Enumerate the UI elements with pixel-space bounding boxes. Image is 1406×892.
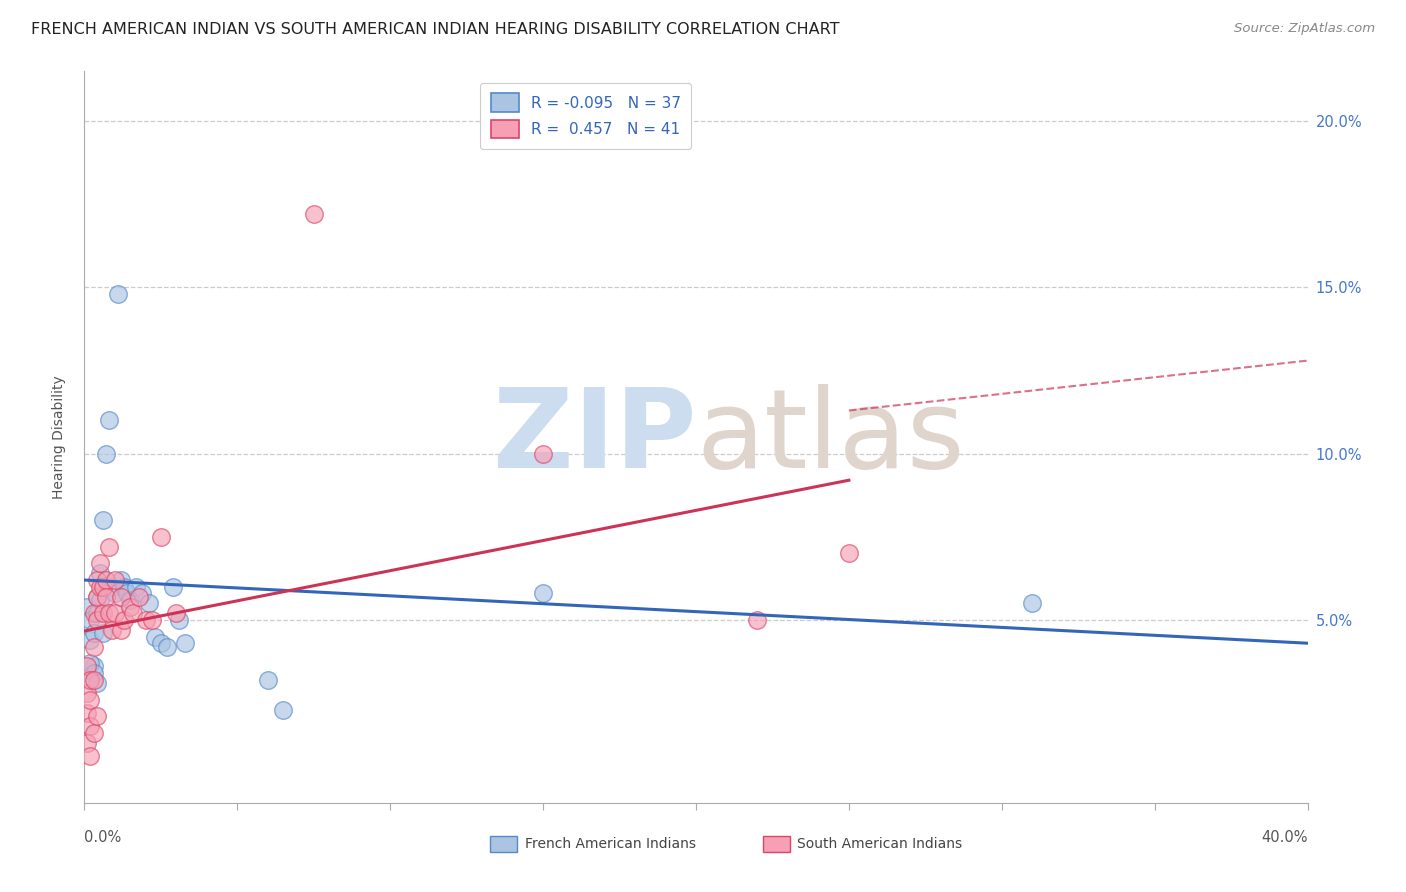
Point xyxy=(91,513,114,527)
Point xyxy=(115,586,138,600)
Point xyxy=(79,749,101,764)
Point xyxy=(149,530,172,544)
Point xyxy=(86,590,108,604)
Point xyxy=(131,586,153,600)
Point xyxy=(1021,596,1043,610)
Point xyxy=(86,590,108,604)
Point xyxy=(165,607,187,621)
Point xyxy=(83,726,105,740)
Point xyxy=(104,607,127,621)
Point xyxy=(110,623,132,637)
Text: ZIP: ZIP xyxy=(492,384,696,491)
Point xyxy=(89,566,111,581)
Point xyxy=(76,659,98,673)
Point xyxy=(86,709,108,723)
Point xyxy=(76,706,98,720)
Point xyxy=(83,607,105,621)
Point xyxy=(91,580,114,594)
Point xyxy=(97,607,120,621)
FancyBboxPatch shape xyxy=(491,836,517,852)
Point xyxy=(94,573,117,587)
Point xyxy=(110,573,132,587)
Point xyxy=(257,673,280,687)
Text: atlas: atlas xyxy=(696,384,965,491)
Point xyxy=(747,613,769,627)
Point xyxy=(83,626,105,640)
Point xyxy=(83,659,105,673)
Point xyxy=(76,736,98,750)
Point xyxy=(531,586,554,600)
Point xyxy=(531,447,554,461)
Point xyxy=(838,546,860,560)
Point xyxy=(91,607,114,621)
Point xyxy=(89,580,111,594)
Point xyxy=(83,673,105,687)
Point xyxy=(120,599,142,614)
Point xyxy=(174,636,197,650)
Point xyxy=(112,580,135,594)
Point xyxy=(79,632,101,647)
Point xyxy=(89,557,111,571)
Point xyxy=(107,287,129,301)
Point xyxy=(83,666,105,681)
Point xyxy=(271,703,294,717)
Point xyxy=(120,593,142,607)
Point xyxy=(125,580,148,594)
Point xyxy=(86,573,108,587)
Point xyxy=(97,540,120,554)
Point xyxy=(79,656,101,670)
Point xyxy=(112,613,135,627)
Point xyxy=(83,640,105,654)
Point xyxy=(143,630,166,644)
Point xyxy=(167,613,190,627)
Point xyxy=(156,640,179,654)
Point xyxy=(86,613,108,627)
Y-axis label: Hearing Disability: Hearing Disability xyxy=(52,376,66,499)
Point xyxy=(101,623,124,637)
Text: Source: ZipAtlas.com: Source: ZipAtlas.com xyxy=(1234,22,1375,36)
Point xyxy=(91,626,114,640)
Point xyxy=(86,607,108,621)
Text: FRENCH AMERICAN INDIAN VS SOUTH AMERICAN INDIAN HEARING DISABILITY CORRELATION C: FRENCH AMERICAN INDIAN VS SOUTH AMERICAN… xyxy=(31,22,839,37)
Text: 40.0%: 40.0% xyxy=(1261,830,1308,845)
Point xyxy=(138,596,160,610)
FancyBboxPatch shape xyxy=(763,836,790,852)
Point xyxy=(76,686,98,700)
Point xyxy=(79,673,101,687)
Point xyxy=(101,580,124,594)
Text: French American Indians: French American Indians xyxy=(524,837,696,851)
Point xyxy=(149,636,172,650)
Point xyxy=(79,719,101,733)
Point xyxy=(128,590,150,604)
Point xyxy=(94,590,117,604)
Point xyxy=(110,590,132,604)
Point xyxy=(89,593,111,607)
Point xyxy=(104,573,127,587)
Point xyxy=(79,692,101,706)
Point xyxy=(91,580,114,594)
Point xyxy=(122,607,145,621)
Point xyxy=(86,676,108,690)
Point xyxy=(97,413,120,427)
Point xyxy=(94,447,117,461)
Point xyxy=(302,207,325,221)
Legend: R = -0.095   N = 37, R =  0.457   N = 41: R = -0.095 N = 37, R = 0.457 N = 41 xyxy=(481,83,692,149)
Point xyxy=(104,586,127,600)
Text: South American Indians: South American Indians xyxy=(797,837,963,851)
Point xyxy=(76,599,98,614)
Point xyxy=(79,613,101,627)
Text: 0.0%: 0.0% xyxy=(84,830,121,845)
Point xyxy=(162,580,184,594)
Point xyxy=(135,613,157,627)
Point xyxy=(141,613,163,627)
